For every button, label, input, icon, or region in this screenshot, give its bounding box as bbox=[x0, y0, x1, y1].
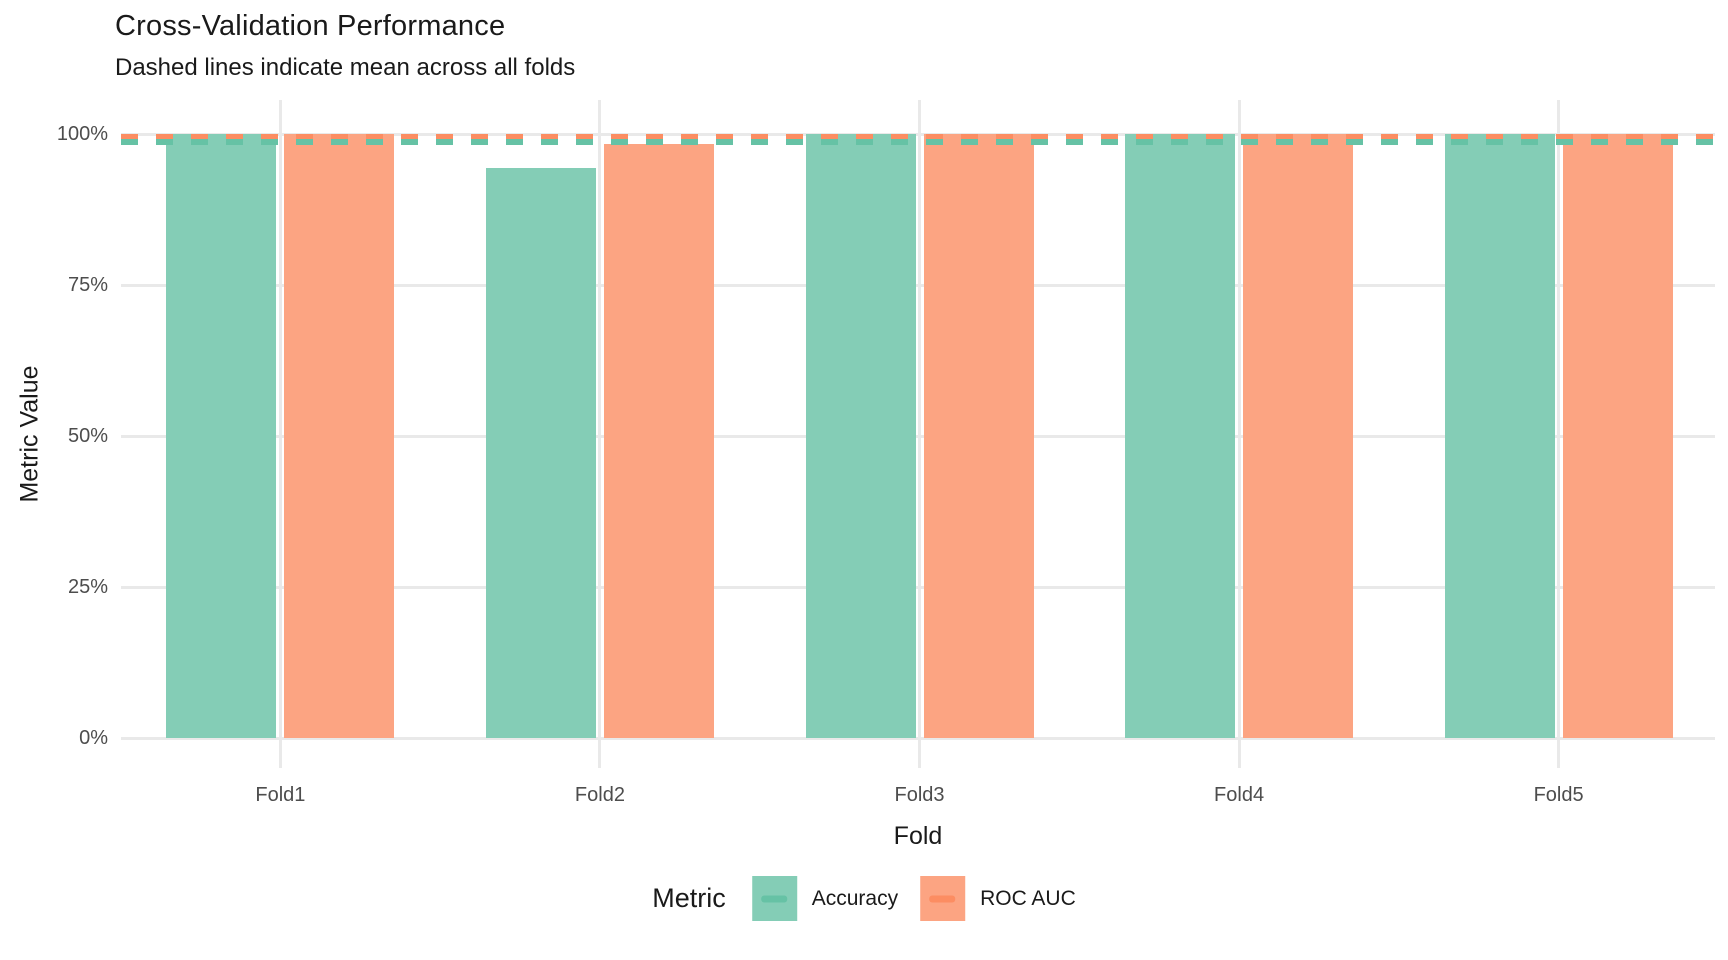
legend: Metric Accuracy ROC AUC bbox=[652, 876, 1076, 921]
chart-subtitle: Dashed lines indicate mean across all fo… bbox=[115, 54, 576, 81]
roc-auc-mean-line-key-icon bbox=[929, 895, 956, 902]
x-tick-label: Fold1 bbox=[255, 784, 306, 806]
horizontal-gridline bbox=[121, 736, 1715, 740]
y-tick-label: 75% bbox=[67, 274, 108, 296]
bar-roc-auc-fold3 bbox=[923, 134, 1034, 738]
x-tick-label: Fold3 bbox=[894, 784, 945, 806]
x-axis-title: Fold bbox=[893, 822, 943, 850]
bar-accuracy-fold2 bbox=[485, 167, 596, 738]
chart-title: Cross-Validation Performance bbox=[115, 10, 506, 42]
roc-auc-legend-key-swatch bbox=[920, 876, 966, 921]
x-tick-label: Fold5 bbox=[1533, 784, 1584, 806]
legend-item-roc-auc: ROC AUC bbox=[920, 876, 1076, 921]
y-tick-label: 100% bbox=[56, 123, 108, 145]
x-tick-label: Fold2 bbox=[574, 784, 625, 806]
legend-label-roc-auc: ROC AUC bbox=[980, 886, 1076, 910]
vertical-gridline bbox=[278, 100, 282, 768]
x-tick-label: Fold4 bbox=[1214, 784, 1265, 806]
y-axis-tick-labels: 0% 25% 50% 75% 100% bbox=[0, 100, 108, 768]
vertical-gridline bbox=[1557, 100, 1561, 768]
plot-panel bbox=[121, 100, 1715, 768]
bar-roc-auc-fold5 bbox=[1562, 134, 1673, 738]
horizontal-gridline bbox=[121, 434, 1715, 438]
mean-line-accuracy bbox=[121, 139, 1715, 145]
bar-accuracy-fold4 bbox=[1125, 134, 1236, 738]
y-tick-label: 50% bbox=[67, 425, 108, 447]
y-tick-label: 0% bbox=[79, 727, 108, 749]
bar-accuracy-fold5 bbox=[1444, 134, 1555, 738]
bar-roc-auc-fold2 bbox=[603, 143, 714, 738]
y-tick-label: 25% bbox=[67, 576, 108, 598]
bar-roc-auc-fold1 bbox=[284, 134, 395, 738]
accuracy-legend-key-swatch bbox=[751, 876, 797, 921]
bar-roc-auc-fold4 bbox=[1243, 134, 1354, 738]
legend-item-accuracy: Accuracy bbox=[751, 876, 899, 921]
vertical-gridline bbox=[1237, 100, 1241, 768]
bar-accuracy-fold1 bbox=[166, 134, 277, 738]
horizontal-gridline bbox=[121, 585, 1715, 589]
legend-title: Metric bbox=[652, 883, 726, 913]
bar-accuracy-fold3 bbox=[805, 134, 916, 738]
horizontal-gridline bbox=[121, 283, 1715, 287]
vertical-gridline bbox=[598, 100, 602, 768]
accuracy-mean-line-key-icon bbox=[761, 895, 788, 902]
mean-line-roc-auc bbox=[121, 134, 1715, 140]
vertical-gridline bbox=[918, 100, 921, 768]
legend-label-accuracy: Accuracy bbox=[811, 886, 899, 910]
